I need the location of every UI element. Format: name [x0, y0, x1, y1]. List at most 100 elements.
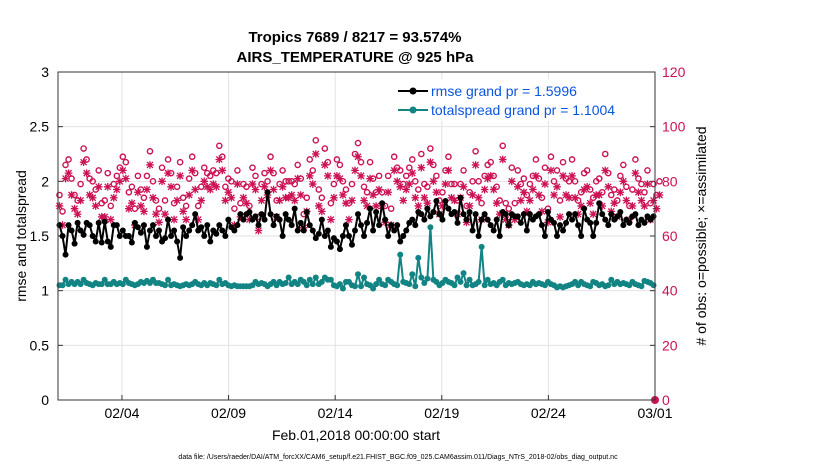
rmse-point — [116, 233, 123, 239]
obs-possible-marker — [427, 145, 434, 152]
obs-assimilated-marker — [375, 185, 383, 194]
rmse-point — [593, 219, 600, 226]
obs-possible-marker — [415, 186, 422, 193]
obs-assimilated-marker — [649, 196, 658, 205]
rmse-point — [255, 222, 262, 229]
obs-assimilated-marker — [112, 185, 121, 194]
obs-assimilated-marker — [161, 210, 169, 218]
chart-title-line2: AIRS_TEMPERATURE @ 925 hPa — [237, 49, 475, 66]
rmse-point — [261, 216, 268, 223]
obs-assimilated-marker — [212, 183, 221, 191]
obs-assimilated-marker — [529, 185, 537, 194]
obs-possible-marker — [216, 142, 223, 150]
tick-label-y-left: 0 — [41, 392, 49, 408]
legend: rmse grand pr = 1.5996 totalspread grand… — [394, 79, 652, 121]
obs-assimilated-marker — [140, 207, 148, 216]
obs-assimilated-marker — [474, 193, 483, 202]
obs-assimilated-marker — [441, 180, 450, 188]
totalspread-point — [355, 271, 362, 278]
rmse-point — [409, 216, 416, 223]
obs-assimilated-marker — [149, 193, 157, 202]
rmse-point — [213, 230, 220, 237]
totalspread-point — [373, 281, 380, 288]
rmse-point — [288, 222, 295, 229]
obs-assimilated-marker — [574, 210, 582, 218]
tick-label-y-left: 2.5 — [30, 119, 50, 135]
obs-possible-marker — [644, 167, 651, 174]
rmse-point — [225, 216, 232, 223]
rmse-point — [140, 222, 147, 229]
obs-assimilated-marker — [610, 199, 619, 207]
obs-assimilated-marker — [94, 183, 103, 191]
obs-possible-marker — [387, 205, 395, 212]
obs-assimilated-marker — [197, 196, 206, 205]
obs-assimilated-marker — [315, 202, 323, 210]
rmse-point — [219, 227, 226, 234]
obs-assimilated-marker — [366, 174, 374, 183]
chart-title-line1: Tropics 7689 / 8217 = 93.574% — [248, 29, 461, 46]
obs-possible-marker — [140, 194, 148, 202]
obs-assimilated-marker — [245, 215, 254, 224]
obs-possible-marker — [128, 183, 136, 191]
obs-possible-marker — [532, 156, 540, 163]
rmse-point — [183, 233, 190, 239]
rmse-point — [442, 198, 449, 205]
rmse-point — [80, 231, 87, 238]
rmse-point — [306, 222, 313, 229]
tick-label-y-right: 80 — [662, 173, 678, 189]
obs-possible-marker — [122, 158, 130, 166]
obs-assimilated-marker — [538, 207, 546, 216]
rmse-point — [526, 211, 533, 218]
obs-assimilated-marker — [321, 161, 329, 169]
rmse-point — [258, 211, 265, 218]
rmse-point — [119, 227, 126, 234]
obs-possible-marker — [620, 161, 627, 169]
obs-assimilated-marker — [423, 199, 432, 207]
totalspread-point — [370, 285, 377, 292]
rmse-point — [376, 222, 383, 229]
obs-assimilated-marker — [191, 185, 199, 194]
rmse-point — [59, 233, 66, 239]
rmse-point — [373, 208, 380, 215]
obs-possible-marker — [62, 161, 69, 169]
obs-assimilated-marker — [122, 174, 130, 183]
rmse-point — [351, 227, 358, 234]
obs-possible-marker — [65, 156, 72, 163]
obs-assimilated-marker — [492, 199, 501, 207]
totalspread-point — [481, 282, 488, 289]
rmse-point — [421, 216, 428, 223]
totalspread-point — [376, 276, 383, 283]
obs-assimilated-marker — [254, 226, 263, 235]
obs-possible-marker — [231, 205, 238, 212]
obs-assimilated-marker — [438, 202, 447, 210]
obs-possible-marker — [366, 158, 374, 166]
obs-assimilated-marker — [327, 215, 335, 224]
obs-assimilated-marker — [351, 166, 359, 175]
obs-assimilated-marker — [116, 177, 124, 186]
obs-assimilated-marker — [125, 204, 133, 213]
obs-assimilated-marker — [194, 215, 203, 224]
obs-assimilated-marker — [390, 166, 398, 175]
rmse-point — [237, 211, 244, 218]
rmse-point — [282, 211, 289, 218]
rmse-point — [557, 222, 564, 229]
totalspread-point — [397, 251, 404, 258]
rmse-point — [608, 211, 615, 218]
totalspread-point — [475, 278, 482, 285]
obs-assimilated-marker — [589, 210, 597, 218]
obs-possible-marker — [375, 172, 383, 180]
rmse-point — [168, 233, 175, 239]
obs-assimilated-marker — [640, 202, 649, 210]
obs-possible-marker — [77, 180, 84, 188]
obs-assimilated-marker — [637, 196, 646, 205]
rmse-point — [481, 211, 488, 218]
totalspread-point — [59, 282, 66, 289]
obs-assimilated-marker — [137, 202, 145, 210]
rmse-point — [65, 222, 72, 229]
obs-assimilated-marker — [535, 191, 543, 199]
totalspread-point — [424, 275, 431, 282]
obs-possible-marker — [601, 150, 609, 158]
rmse-point — [315, 230, 322, 237]
obs-assimilated-marker — [269, 185, 278, 194]
rmse-point — [590, 233, 597, 239]
